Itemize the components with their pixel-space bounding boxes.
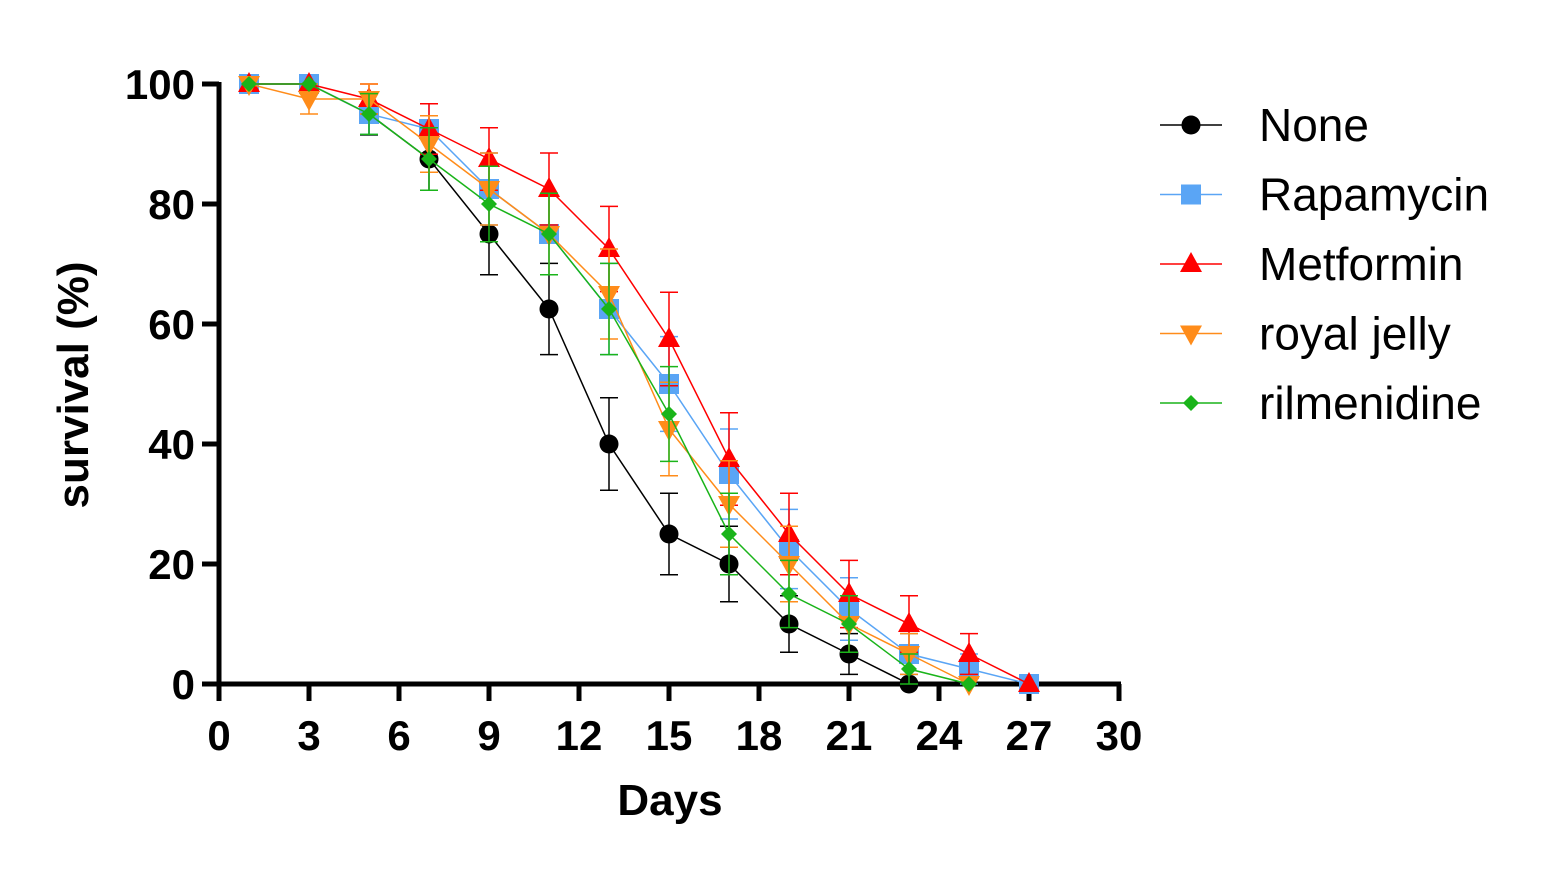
legend-label: None [1259,99,1369,151]
y-axis-title: survival (%) [49,262,98,509]
series-rilmenidine [241,76,977,692]
data-point [898,612,920,632]
x-tick-label: 30 [1096,712,1143,759]
data-point [361,106,377,122]
legend-label: royal jelly [1259,308,1451,360]
data-point [781,586,797,602]
data-point [658,327,680,347]
legend-entry: royal jelly [1160,308,1451,360]
y-tick-label: 80 [148,181,195,228]
series-line [248,83,970,685]
legend-marker [1181,184,1201,205]
series-none [239,74,919,694]
data-point [961,676,977,692]
x-axis-title: Days [617,776,722,825]
x-tick-label: 3 [297,712,320,759]
legend-entry: Rapamycin [1160,169,1489,221]
legend-marker [1181,115,1201,135]
data-point [541,226,557,242]
legend: None Rapamycin Metformin royal jelly rilmeni… [1160,99,1489,429]
x-tick-label: 27 [1006,712,1053,759]
series-line [249,83,910,685]
data-point [481,196,497,212]
legend-entry: None [1160,99,1369,151]
x-tick-label: 15 [646,712,693,759]
data-point [601,301,617,317]
x-tick-label: 24 [916,712,963,759]
data-point [721,526,737,542]
x-tick-label: 6 [387,712,410,759]
x-tick-label: 0 [207,712,230,759]
series-line [249,83,1030,685]
x-tick-label: 18 [736,712,783,759]
series-line [249,83,970,685]
plot-area [238,72,1040,696]
data-point [539,299,559,319]
data-point [841,616,857,632]
data-point [1018,672,1040,692]
x-tick-label: 12 [556,712,603,759]
y-tick-label: 0 [172,661,195,708]
data-point [538,177,560,197]
data-point [839,644,859,664]
legend-marker [1180,325,1202,346]
data-point [599,434,619,454]
series-metformin [238,72,1040,692]
x-tick-label: 9 [477,712,500,759]
data-point [298,91,320,111]
legend-entry: rilmenidine [1160,377,1481,429]
y-tick-label: 20 [148,541,195,588]
legend-label: Rapamycin [1259,169,1489,221]
legend-marker [1183,395,1199,411]
data-point [598,237,620,257]
y-tick-label: 40 [148,421,195,468]
data-point [659,524,679,544]
data-point [661,406,677,422]
data-point [838,582,860,602]
legend-entry: Metformin [1160,238,1463,290]
legend-marker [1180,252,1202,272]
legend-label: rilmenidine [1259,377,1481,429]
series-royal-jelly [238,76,980,696]
data-point [421,151,437,167]
data-point [241,76,257,92]
data-point [718,447,740,467]
data-point [301,76,317,92]
legend-label: Metformin [1259,238,1463,290]
axes: 0 20 40 60 80 100 0 3 6 9 12 15 18 21 24 27 30 [125,61,1142,759]
series-rapamycin [239,74,1039,694]
data-point [901,661,917,677]
y-tick-label: 100 [125,61,195,108]
series-line [249,83,1030,685]
y-tick-label: 60 [148,301,195,348]
data-point [958,642,980,662]
x-tick-label: 21 [826,712,873,759]
